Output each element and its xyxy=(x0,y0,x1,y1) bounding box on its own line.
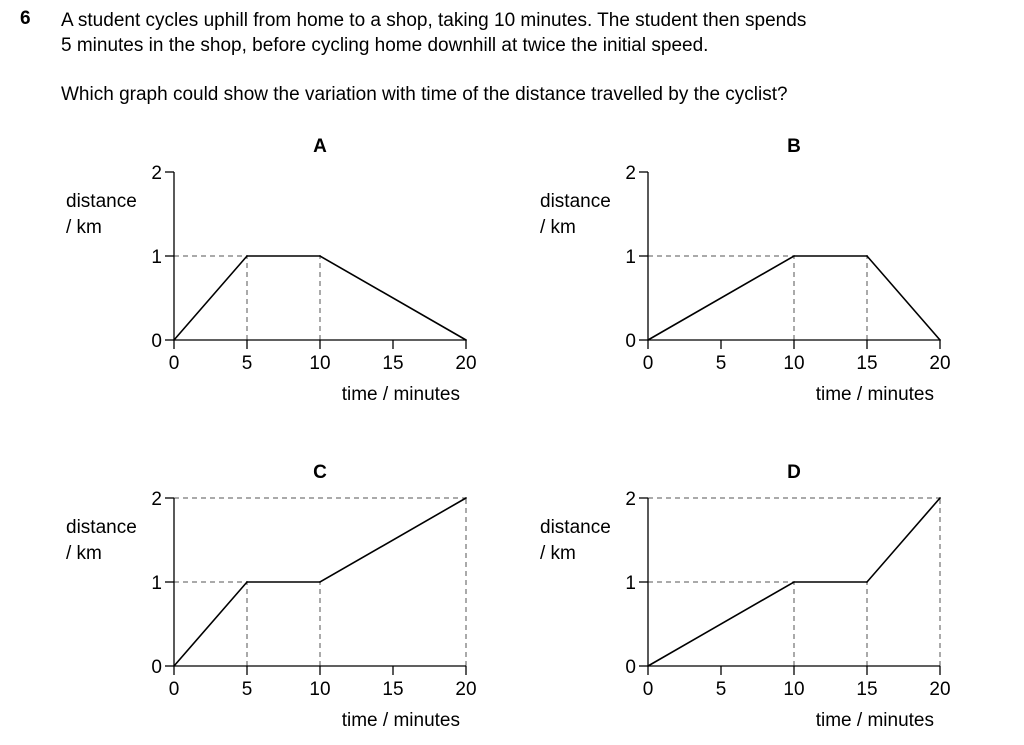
question-number: 6 xyxy=(20,8,31,29)
x-tick-label: 20 xyxy=(455,679,476,700)
graph-label: B xyxy=(787,136,801,157)
y-tick-label: 1 xyxy=(625,573,636,594)
data-point xyxy=(465,339,467,341)
data-point xyxy=(246,255,248,257)
question-stem: A student cycles uphill from home to a s… xyxy=(61,8,1001,58)
data-point xyxy=(319,581,321,583)
y-axis-unit: / km xyxy=(66,543,102,564)
data-point xyxy=(866,581,868,583)
x-tick-label: 10 xyxy=(309,353,330,374)
x-tick-label: 5 xyxy=(716,679,727,700)
x-tick-label: 10 xyxy=(783,353,804,374)
data-point xyxy=(647,339,649,341)
x-axis-label: time / minutes xyxy=(342,384,460,405)
data-point xyxy=(246,581,248,583)
data-point xyxy=(173,339,175,341)
y-tick-label: 1 xyxy=(151,247,162,268)
x-tick-label: 0 xyxy=(169,353,180,374)
data-point xyxy=(939,497,941,499)
data-line xyxy=(647,497,941,667)
x-tick-label: 10 xyxy=(783,679,804,700)
x-tick-label: 20 xyxy=(929,353,950,374)
x-axis-label: time / minutes xyxy=(342,710,460,731)
x-tick-label: 20 xyxy=(929,679,950,700)
x-tick-label: 10 xyxy=(309,679,330,700)
data-point xyxy=(866,255,868,257)
data-point xyxy=(793,581,795,583)
data-point xyxy=(939,339,941,341)
y-tick-label: 1 xyxy=(625,247,636,268)
data-line xyxy=(173,255,467,341)
y-tick-label: 0 xyxy=(151,657,162,678)
stem-line-1: A student cycles uphill from home to a s… xyxy=(61,10,807,31)
x-tick-label: 5 xyxy=(242,353,253,374)
y-tick-label: 2 xyxy=(151,489,162,510)
y-tick-label: 0 xyxy=(625,331,636,352)
x-tick-label: 15 xyxy=(856,679,877,700)
y-tick-label: 0 xyxy=(151,331,162,352)
x-tick-label: 0 xyxy=(169,679,180,700)
data-point xyxy=(173,665,175,667)
data-line xyxy=(647,255,941,341)
y-axis-unit: / km xyxy=(540,217,576,238)
x-tick-label: 5 xyxy=(716,353,727,374)
graph-label: C xyxy=(313,462,327,483)
y-axis-unit: / km xyxy=(540,543,576,564)
data-point xyxy=(319,255,321,257)
y-axis-label: distance xyxy=(66,191,137,212)
x-tick-label: 5 xyxy=(242,679,253,700)
data-point xyxy=(465,497,467,499)
y-axis-label: distance xyxy=(540,517,611,538)
y-tick-label: 1 xyxy=(151,573,162,594)
y-tick-label: 2 xyxy=(625,489,636,510)
y-axis-label: distance xyxy=(540,191,611,212)
y-tick-label: 0 xyxy=(625,657,636,678)
y-tick-label: 2 xyxy=(151,163,162,184)
x-tick-label: 0 xyxy=(643,353,654,374)
data-line xyxy=(173,497,467,667)
x-tick-label: 20 xyxy=(455,353,476,374)
graph-label: A xyxy=(313,136,327,157)
y-axis-label: distance xyxy=(66,517,137,538)
question-prompt: Which graph could show the variation wit… xyxy=(61,84,788,105)
data-point xyxy=(793,255,795,257)
data-point xyxy=(647,665,649,667)
y-axis-unit: / km xyxy=(66,217,102,238)
x-tick-label: 0 xyxy=(643,679,654,700)
stem-line-2: 5 minutes in the shop, before cycling ho… xyxy=(61,35,709,56)
x-axis-label: time / minutes xyxy=(816,384,934,405)
x-axis-label: time / minutes xyxy=(816,710,934,731)
x-tick-label: 15 xyxy=(382,353,403,374)
graph-label: D xyxy=(787,462,801,483)
y-tick-label: 2 xyxy=(625,163,636,184)
x-tick-label: 15 xyxy=(382,679,403,700)
x-tick-label: 15 xyxy=(856,353,877,374)
